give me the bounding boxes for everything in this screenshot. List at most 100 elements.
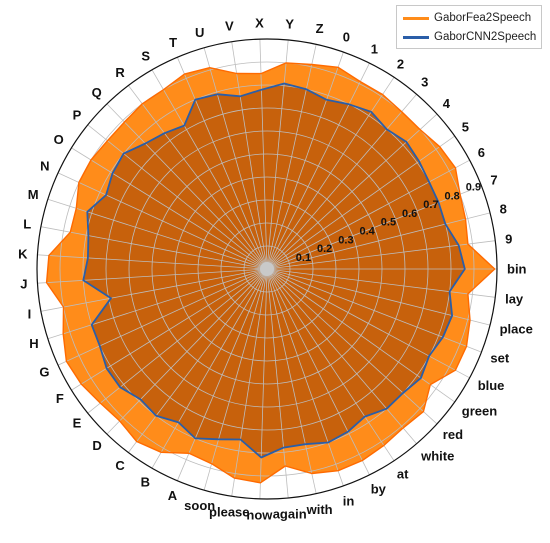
grid-spoke <box>266 159 470 270</box>
grid-spoke <box>266 77 395 270</box>
grid-spoke <box>266 268 344 487</box>
category-label: again <box>273 507 307 522</box>
category-label: K <box>18 246 28 261</box>
radial-tick-label: 0.3 <box>338 234 353 246</box>
category-label: with <box>306 502 333 517</box>
category-label: P <box>73 107 82 122</box>
series-line-2 <box>82 82 466 459</box>
grid-spoke <box>151 69 268 270</box>
category-label: by <box>371 482 387 497</box>
grid-spoke <box>47 198 268 270</box>
grid-spoke <box>266 44 317 270</box>
grid-spoke <box>203 47 268 270</box>
category-label: M <box>28 187 39 202</box>
center-hub <box>260 262 274 276</box>
category-label: blue <box>478 378 505 393</box>
grid-spoke <box>266 62 370 270</box>
category-label: 0 <box>343 30 350 45</box>
grid-spoke <box>40 226 268 270</box>
grid-spoke <box>231 268 268 497</box>
category-label: green <box>462 404 497 419</box>
grid-spoke <box>266 268 417 444</box>
grid-spoke <box>40 268 268 312</box>
category-label: 5 <box>462 119 469 134</box>
category-label: at <box>397 467 409 482</box>
category-label: 3 <box>421 75 428 90</box>
category-label: Z <box>316 21 324 36</box>
grid-spoke <box>266 268 496 298</box>
category-label: E <box>73 416 82 431</box>
category-label: 7 <box>490 173 497 188</box>
category-label: D <box>92 438 101 453</box>
category-label: 9 <box>505 231 512 246</box>
category-label: place <box>500 322 533 337</box>
grid-spoke <box>266 268 470 379</box>
legend-label-series-2: GaborCNN2Speech <box>434 31 537 43</box>
grid-spoke <box>176 268 268 481</box>
category-label: N <box>40 159 49 174</box>
grid-spoke <box>266 268 370 476</box>
grid-spoke <box>151 268 268 469</box>
category-label: white <box>420 448 454 463</box>
category-label: red <box>443 427 463 442</box>
grid-spoke <box>259 268 268 499</box>
radial-tick-label: 0.1 <box>296 252 311 264</box>
grid-spoke <box>87 124 268 270</box>
category-label: G <box>39 364 49 379</box>
category-label: V <box>225 18 234 33</box>
category-label: now <box>246 507 273 522</box>
grid-spoke <box>57 172 268 270</box>
grid-spoke <box>87 268 268 414</box>
grid-spoke <box>203 268 268 491</box>
category-label: F <box>56 391 64 406</box>
grid-spoke <box>266 51 344 270</box>
legend-swatch-series-2 <box>403 35 429 39</box>
grid-spoke <box>266 39 289 270</box>
category-label: X <box>255 16 264 31</box>
category-label: 2 <box>397 56 404 71</box>
category-label: set <box>490 350 509 365</box>
category-label: U <box>195 25 204 40</box>
grid-spoke <box>266 268 455 403</box>
category-label: I <box>28 307 32 322</box>
legend: GaborFea2Speech GaborCNN2Speech <box>396 5 542 49</box>
grid-spoke <box>266 240 496 270</box>
radial-tick-label: 0.5 <box>381 217 396 229</box>
grid-spoke <box>176 57 268 270</box>
series-lines <box>45 62 496 484</box>
legend-label-series-1: GaborFea2Speech <box>434 12 532 24</box>
category-label: A <box>168 488 178 503</box>
grid-spoke <box>266 185 482 270</box>
category-label: R <box>115 65 125 80</box>
category-label: 6 <box>478 145 485 160</box>
category-label: H <box>29 336 38 351</box>
grid-spoke <box>37 268 268 284</box>
category-label: please <box>209 505 249 520</box>
radial-tick-label: 0.2 <box>317 243 332 255</box>
legend-item-series-2: GaborCNN2Speech <box>403 28 536 46</box>
category-label: Q <box>92 85 102 100</box>
grid-spoke <box>266 135 455 270</box>
grid-spoke <box>266 212 491 270</box>
grid-spoke <box>266 94 417 270</box>
radial-tick-label: 0.4 <box>360 226 376 238</box>
category-label: 4 <box>443 96 451 111</box>
grid-spoke <box>71 147 268 270</box>
category-label: L <box>23 216 31 231</box>
polar-grid <box>37 39 497 499</box>
category-label: C <box>115 458 125 473</box>
legend-item-series-1: GaborFea2Speech <box>403 9 531 27</box>
legend-swatch-series-1 <box>403 16 429 20</box>
category-label: soon <box>184 498 215 513</box>
radial-tick-label: 0.9 <box>466 182 481 194</box>
grid-spoke <box>47 268 268 340</box>
grid-spoke <box>266 268 289 499</box>
grid-spoke <box>259 39 268 270</box>
grid-spoke <box>106 268 268 435</box>
category-label: in <box>343 494 355 509</box>
category-label: J <box>20 277 27 292</box>
grid-spoke <box>266 268 317 494</box>
grid-spoke <box>128 85 268 270</box>
category-label: 1 <box>371 41 378 56</box>
